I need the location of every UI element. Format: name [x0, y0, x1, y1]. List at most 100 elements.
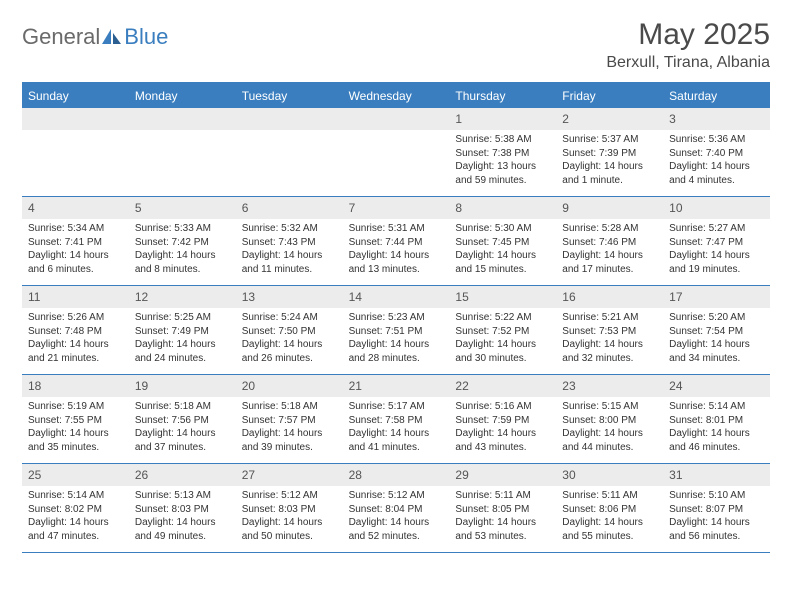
sunrise-text: Sunrise: 5:27 AM	[669, 222, 764, 236]
day-cell: 31Sunrise: 5:10 AMSunset: 8:07 PMDayligh…	[663, 464, 770, 552]
daylight-text: Daylight: 14 hours and 13 minutes.	[349, 249, 444, 276]
dow-sat: Saturday	[663, 84, 770, 108]
sunrise-text: Sunrise: 5:30 AM	[455, 222, 550, 236]
day-cell: 7 Sunrise: 5:31 AMSunset: 7:44 PMDaylight…	[343, 197, 450, 285]
sunset-text: Sunset: 7:49 PM	[135, 325, 230, 339]
sunrise-text: Sunrise: 5:22 AM	[455, 311, 550, 325]
daylight-text: Daylight: 14 hours and 52 minutes.	[349, 516, 444, 543]
day-number: 7	[343, 197, 450, 219]
logo: General Blue	[22, 18, 168, 50]
sunset-text: Sunset: 8:02 PM	[28, 503, 123, 517]
sunset-text: Sunset: 7:58 PM	[349, 414, 444, 428]
day-cell: 2Sunrise: 5:37 AMSunset: 7:39 PMDaylight…	[556, 108, 663, 196]
day-cell	[22, 108, 129, 196]
daylight-text: Daylight: 14 hours and 34 minutes.	[669, 338, 764, 365]
calendar: Sunday Monday Tuesday Wednesday Thursday…	[22, 82, 770, 553]
day-info: Sunrise: 5:12 AMSunset: 8:03 PMDaylight:…	[240, 489, 339, 543]
week-row: 18Sunrise: 5:19 AMSunset: 7:55 PMDayligh…	[22, 375, 770, 464]
day-cell: 21Sunrise: 5:17 AMSunset: 7:58 PMDayligh…	[343, 375, 450, 463]
daylight-text: Daylight: 14 hours and 39 minutes.	[242, 427, 337, 454]
day-number: 18	[22, 375, 129, 397]
day-info: Sunrise: 5:11 AMSunset: 8:06 PMDaylight:…	[560, 489, 659, 543]
dow-sun: Sunday	[22, 84, 129, 108]
daylight-text: Daylight: 14 hours and 41 minutes.	[349, 427, 444, 454]
day-info: Sunrise: 5:30 AMSunset: 7:45 PMDaylight:…	[453, 222, 552, 276]
day-number: 17	[663, 286, 770, 308]
day-cell: 13Sunrise: 5:24 AMSunset: 7:50 PMDayligh…	[236, 286, 343, 374]
day-cell: 28Sunrise: 5:12 AMSunset: 8:04 PMDayligh…	[343, 464, 450, 552]
sunset-text: Sunset: 7:47 PM	[669, 236, 764, 250]
day-number: 16	[556, 286, 663, 308]
day-number	[22, 108, 129, 130]
day-info: Sunrise: 5:16 AMSunset: 7:59 PMDaylight:…	[453, 400, 552, 454]
day-cell: 14Sunrise: 5:23 AMSunset: 7:51 PMDayligh…	[343, 286, 450, 374]
day-number: 5	[129, 197, 236, 219]
day-cell: 17 Sunrise: 5:20 AMSunset: 7:54 PMDayligh…	[663, 286, 770, 374]
day-info: Sunrise: 5:27 AMSunset: 7:47 PMDaylight:…	[667, 222, 766, 276]
day-cell: 23Sunrise: 5:15 AMSunset: 8:00 PMDayligh…	[556, 375, 663, 463]
daylight-text: Daylight: 14 hours and 6 minutes.	[28, 249, 123, 276]
sunset-text: Sunset: 8:03 PM	[242, 503, 337, 517]
day-info: Sunrise: 5:23 AMSunset: 7:51 PMDaylight:…	[347, 311, 446, 365]
daylight-text: Daylight: 14 hours and 53 minutes.	[455, 516, 550, 543]
sunrise-text: Sunrise: 5:10 AM	[669, 489, 764, 503]
day-cell: 30Sunrise: 5:11 AMSunset: 8:06 PMDayligh…	[556, 464, 663, 552]
day-info: Sunrise: 5:38 AMSunset: 7:38 PMDaylight:…	[453, 133, 552, 187]
day-cell: 12Sunrise: 5:25 AMSunset: 7:49 PMDayligh…	[129, 286, 236, 374]
sunset-text: Sunset: 7:52 PM	[455, 325, 550, 339]
sunset-text: Sunset: 8:07 PM	[669, 503, 764, 517]
day-cell: 11Sunrise: 5:26 AMSunset: 7:48 PMDayligh…	[22, 286, 129, 374]
day-cell	[236, 108, 343, 196]
day-info: Sunrise: 5:31 AMSunset: 7:44 PMDaylight:…	[347, 222, 446, 276]
sunset-text: Sunset: 7:39 PM	[562, 147, 657, 161]
day-number: 8	[449, 197, 556, 219]
daylight-text: Daylight: 14 hours and 37 minutes.	[135, 427, 230, 454]
dow-thu: Thursday	[449, 84, 556, 108]
sunset-text: Sunset: 7:54 PM	[669, 325, 764, 339]
daylight-text: Daylight: 14 hours and 24 minutes.	[135, 338, 230, 365]
day-cell: 6Sunrise: 5:32 AMSunset: 7:43 PMDaylight…	[236, 197, 343, 285]
sunrise-text: Sunrise: 5:37 AM	[562, 133, 657, 147]
sunset-text: Sunset: 8:01 PM	[669, 414, 764, 428]
sunrise-text: Sunrise: 5:19 AM	[28, 400, 123, 414]
sunset-text: Sunset: 7:46 PM	[562, 236, 657, 250]
day-info: Sunrise: 5:25 AMSunset: 7:49 PMDaylight:…	[133, 311, 232, 365]
dow-tue: Tuesday	[236, 84, 343, 108]
sunset-text: Sunset: 7:48 PM	[28, 325, 123, 339]
daylight-text: Daylight: 14 hours and 4 minutes.	[669, 160, 764, 187]
logo-text-blue: Blue	[124, 24, 168, 50]
sunset-text: Sunset: 7:50 PM	[242, 325, 337, 339]
sunrise-text: Sunrise: 5:23 AM	[349, 311, 444, 325]
sunset-text: Sunset: 7:57 PM	[242, 414, 337, 428]
sunset-text: Sunset: 7:56 PM	[135, 414, 230, 428]
day-info: Sunrise: 5:33 AMSunset: 7:42 PMDaylight:…	[133, 222, 232, 276]
sunrise-text: Sunrise: 5:28 AM	[562, 222, 657, 236]
sunset-text: Sunset: 7:38 PM	[455, 147, 550, 161]
sunrise-text: Sunrise: 5:14 AM	[28, 489, 123, 503]
day-number: 31	[663, 464, 770, 486]
day-cell: 1Sunrise: 5:38 AMSunset: 7:38 PMDaylight…	[449, 108, 556, 196]
day-info: Sunrise: 5:18 AMSunset: 7:56 PMDaylight:…	[133, 400, 232, 454]
sunset-text: Sunset: 7:53 PM	[562, 325, 657, 339]
sunset-text: Sunset: 7:43 PM	[242, 236, 337, 250]
sunrise-text: Sunrise: 5:31 AM	[349, 222, 444, 236]
dow-wed: Wednesday	[343, 84, 450, 108]
sunset-text: Sunset: 8:03 PM	[135, 503, 230, 517]
sunrise-text: Sunrise: 5:11 AM	[562, 489, 657, 503]
week-row: 1Sunrise: 5:38 AMSunset: 7:38 PMDaylight…	[22, 108, 770, 197]
daylight-text: Daylight: 14 hours and 43 minutes.	[455, 427, 550, 454]
day-number: 24	[663, 375, 770, 397]
day-number: 3	[663, 108, 770, 130]
daylight-text: Daylight: 14 hours and 55 minutes.	[562, 516, 657, 543]
sunset-text: Sunset: 8:06 PM	[562, 503, 657, 517]
day-info: Sunrise: 5:28 AMSunset: 7:46 PMDaylight:…	[560, 222, 659, 276]
sunrise-text: Sunrise: 5:12 AM	[349, 489, 444, 503]
sunrise-text: Sunrise: 5:33 AM	[135, 222, 230, 236]
day-info: Sunrise: 5:20 AMSunset: 7:54 PMDaylight:…	[667, 311, 766, 365]
title-block: May 2025 Berxull, Tirana, Albania	[606, 18, 770, 72]
daylight-text: Daylight: 14 hours and 35 minutes.	[28, 427, 123, 454]
day-number	[236, 108, 343, 130]
sunrise-text: Sunrise: 5:25 AM	[135, 311, 230, 325]
day-number: 29	[449, 464, 556, 486]
sunset-text: Sunset: 8:05 PM	[455, 503, 550, 517]
